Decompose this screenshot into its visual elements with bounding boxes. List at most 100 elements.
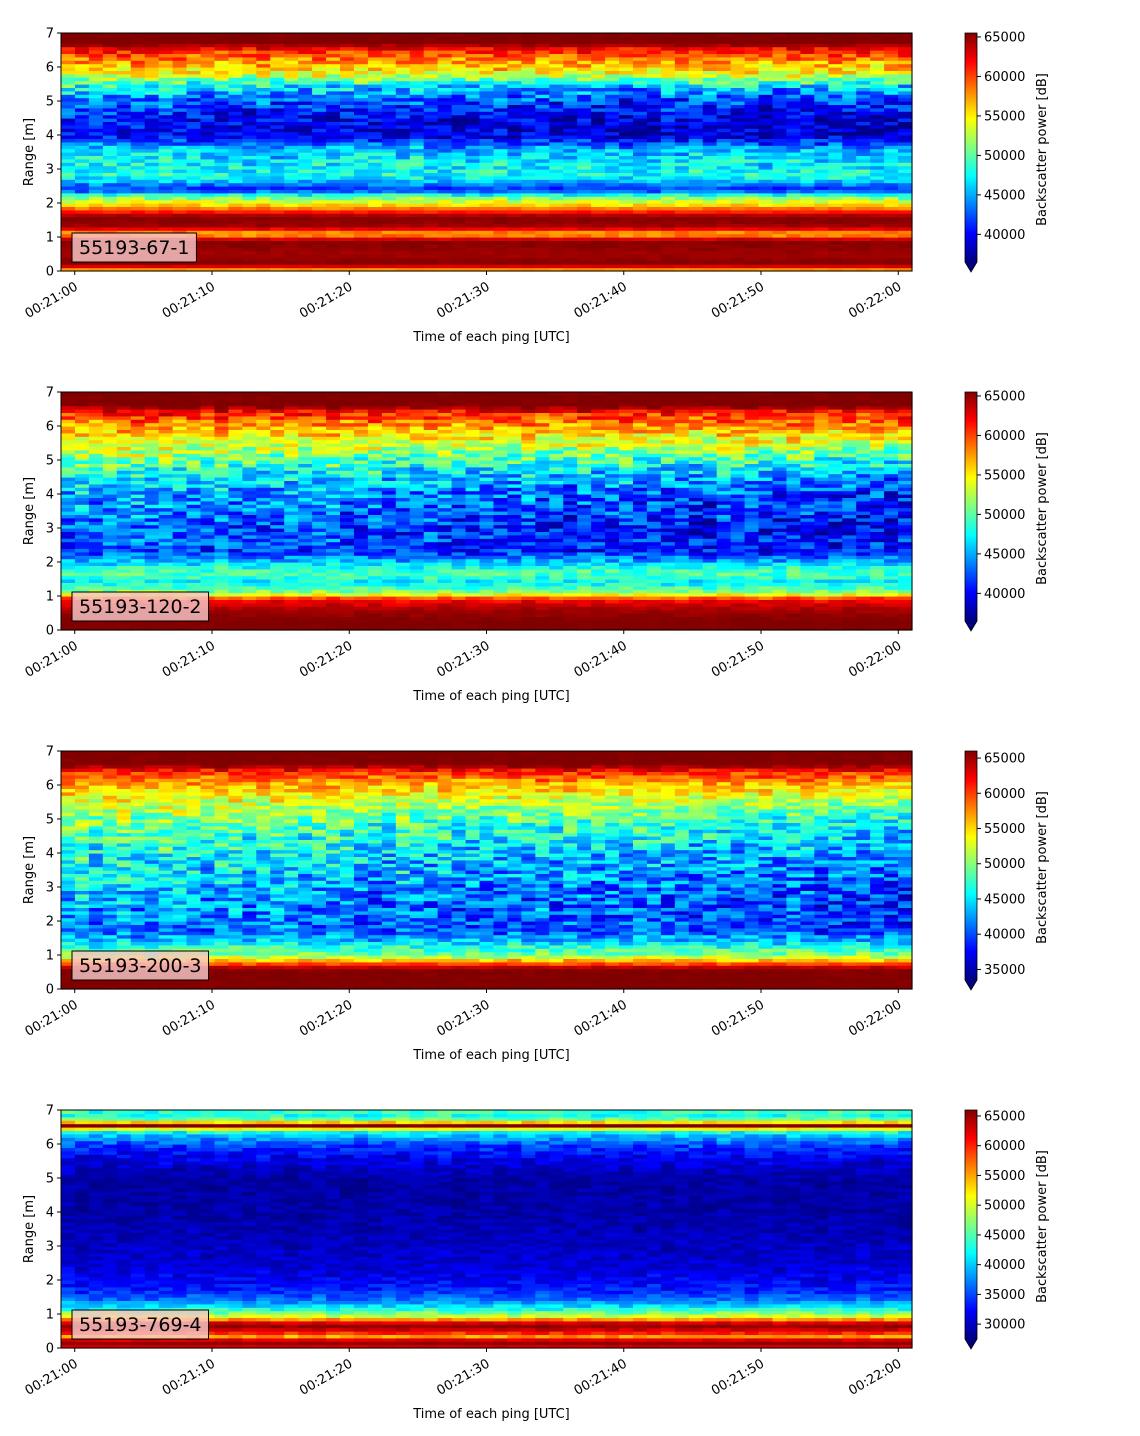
heatmap-cell <box>158 521 174 526</box>
heatmap-cell <box>828 152 843 156</box>
heatmap-cell <box>632 220 648 224</box>
heatmap-cell <box>340 230 355 235</box>
heatmap-cell <box>507 36 522 41</box>
heatmap-cell <box>284 141 299 146</box>
heatmap-cell <box>102 135 118 139</box>
heatmap-cell <box>674 186 690 190</box>
heatmap-cell <box>130 585 146 590</box>
heatmap-cell <box>507 175 522 180</box>
heatmap-cell <box>130 175 146 180</box>
heatmap-cell <box>102 548 118 553</box>
heatmap-cell <box>437 90 453 95</box>
heatmap-cell <box>144 206 160 211</box>
heatmap-cell <box>507 43 522 48</box>
heatmap-cell <box>353 155 369 160</box>
heatmap-cell <box>646 233 662 238</box>
heatmap-cell <box>619 148 634 153</box>
heatmap-cell <box>353 250 369 255</box>
heatmap-cell <box>256 70 271 75</box>
heatmap-cell <box>312 131 327 136</box>
heatmap-cell <box>116 138 132 143</box>
heatmap-cell <box>395 247 411 252</box>
heatmap-cell <box>437 169 453 173</box>
heatmap-cell <box>88 189 104 194</box>
heatmap-cell <box>674 101 690 105</box>
heatmap-cell <box>451 186 467 190</box>
heatmap-cell <box>270 158 285 163</box>
heatmap-cell <box>312 182 327 187</box>
heatmap-cell <box>381 237 397 241</box>
heatmap-cell <box>577 107 592 112</box>
heatmap-cell <box>605 175 620 180</box>
heatmap-cell <box>535 216 550 221</box>
heatmap-cell <box>409 77 425 82</box>
heatmap-cell <box>228 39 243 44</box>
heatmap-cell <box>870 135 885 139</box>
heatmap-cell <box>758 141 774 146</box>
heatmap-cell <box>465 33 481 37</box>
heatmap-cell <box>367 97 383 102</box>
heatmap-cell <box>619 97 634 102</box>
heatmap-cell <box>74 80 90 85</box>
heatmap-cell <box>437 104 453 109</box>
heatmap-cell <box>312 175 327 180</box>
heatmap-cell <box>381 148 397 153</box>
heatmap-cell <box>228 131 243 136</box>
heatmap-cell <box>367 230 383 235</box>
heatmap-cell <box>549 250 564 255</box>
heatmap-cell <box>423 226 439 231</box>
heatmap-cell <box>88 39 104 44</box>
heatmap-cell <box>88 439 104 444</box>
heatmap-cell <box>102 405 118 410</box>
heatmap-cell <box>242 162 257 167</box>
heatmap-cell <box>256 53 271 58</box>
heatmap-cell <box>730 60 746 65</box>
heatmap-cell <box>409 131 425 136</box>
heatmap-cell <box>660 101 676 105</box>
heatmap-cell <box>409 111 425 116</box>
heatmap-cell <box>102 453 118 458</box>
heatmap-cell <box>870 77 885 82</box>
heatmap-cell <box>632 128 648 133</box>
heatmap-cell <box>772 97 788 102</box>
heatmap-cell <box>716 73 732 78</box>
heatmap-cell <box>381 223 397 228</box>
heatmap-cell <box>340 169 355 173</box>
heatmap-cell <box>102 158 118 163</box>
heatmap-cell <box>144 460 160 464</box>
heatmap-cell <box>856 33 871 37</box>
heatmap-cell <box>563 67 578 71</box>
heatmap-cell <box>814 172 829 177</box>
heatmap-cell <box>660 111 676 116</box>
heatmap-cell <box>674 250 690 255</box>
heatmap-cell <box>660 216 676 221</box>
heatmap-cell <box>214 94 230 99</box>
heatmap-cell <box>800 90 815 95</box>
heatmap-cell <box>549 111 564 116</box>
heatmap-cell <box>828 141 843 146</box>
heatmap-cell <box>61 209 76 214</box>
heatmap-cell <box>716 60 732 65</box>
heatmap-cell <box>130 579 146 583</box>
heatmap-cell <box>814 162 829 167</box>
heatmap-cell <box>88 504 104 509</box>
y-tick-label: 2 <box>46 197 54 212</box>
heatmap-cell <box>828 53 843 58</box>
heatmap-cell <box>437 203 453 207</box>
heatmap-cell <box>744 247 760 252</box>
heatmap-cell <box>270 138 285 143</box>
heatmap-cell <box>326 39 341 44</box>
heatmap-cell <box>507 257 522 262</box>
heatmap-cell <box>702 43 718 48</box>
heatmap-cell <box>88 558 104 563</box>
heatmap-cell <box>144 223 160 228</box>
heatmap-cell <box>256 60 271 65</box>
heatmap-cell <box>828 107 843 112</box>
heatmap-cell <box>786 254 801 258</box>
heatmap-cell <box>619 250 634 255</box>
heatmap-cell <box>423 36 439 41</box>
heatmap-cell <box>563 128 578 133</box>
heatmap-cell <box>632 90 648 95</box>
heatmap-cell <box>312 36 327 41</box>
heatmap-cell <box>298 77 313 82</box>
